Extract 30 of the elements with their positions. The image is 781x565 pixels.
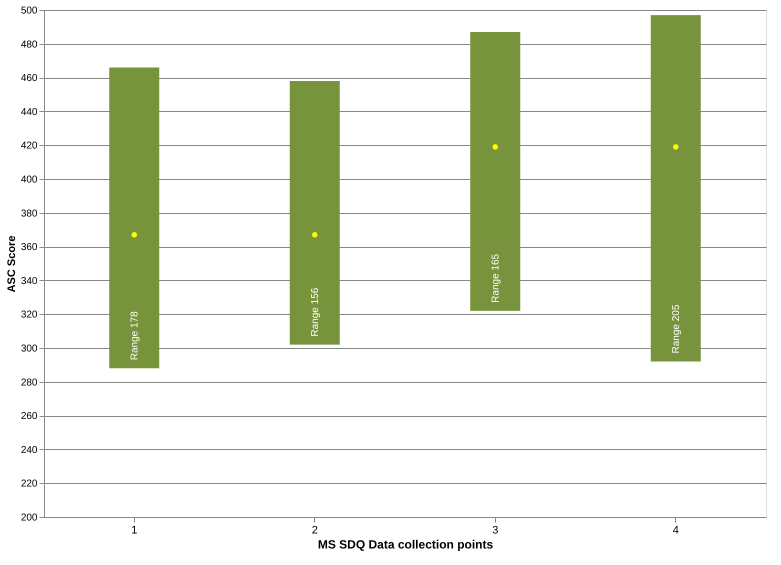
y-tick-label: 320 (20, 310, 38, 321)
y-tick-label: 420 (20, 140, 38, 152)
y-tick-label: 380 (20, 208, 38, 220)
x-axis-title: MS SDQ Data collection points (318, 538, 494, 552)
y-tick-label: 500 (20, 6, 38, 16)
y-tick-label: 280 (20, 377, 38, 388)
y-tick-label: 200 (20, 512, 38, 524)
bar (470, 32, 520, 311)
y-tick-label: 360 (20, 242, 38, 254)
y-axis-title: ASC Score (6, 236, 18, 292)
data-label: Range 205 (670, 304, 682, 354)
x-tick-label: 3 (492, 524, 498, 536)
data-label: Range 165 (490, 253, 502, 303)
y-tick-label: 240 (20, 444, 38, 456)
y-tick-label: 400 (20, 174, 38, 186)
y-tick-label: 260 (20, 411, 38, 422)
y-tick-label: 220 (20, 478, 38, 490)
y-tick-label: 300 (20, 344, 38, 354)
y-tick-label: 480 (20, 39, 38, 50)
y-tick-label: 460 (20, 73, 38, 84)
x-tick-label: 4 (672, 524, 679, 536)
bar (650, 15, 701, 362)
data-label: Range 178 (129, 310, 140, 360)
x-tick-label: 1 (131, 524, 138, 536)
data-label: Range 156 (310, 287, 321, 337)
bar (109, 67, 160, 368)
x-tick-label: 2 (312, 524, 318, 536)
bar (290, 80, 340, 345)
y-tick-label: 440 (20, 106, 38, 118)
y-tick-label: 340 (20, 276, 38, 287)
